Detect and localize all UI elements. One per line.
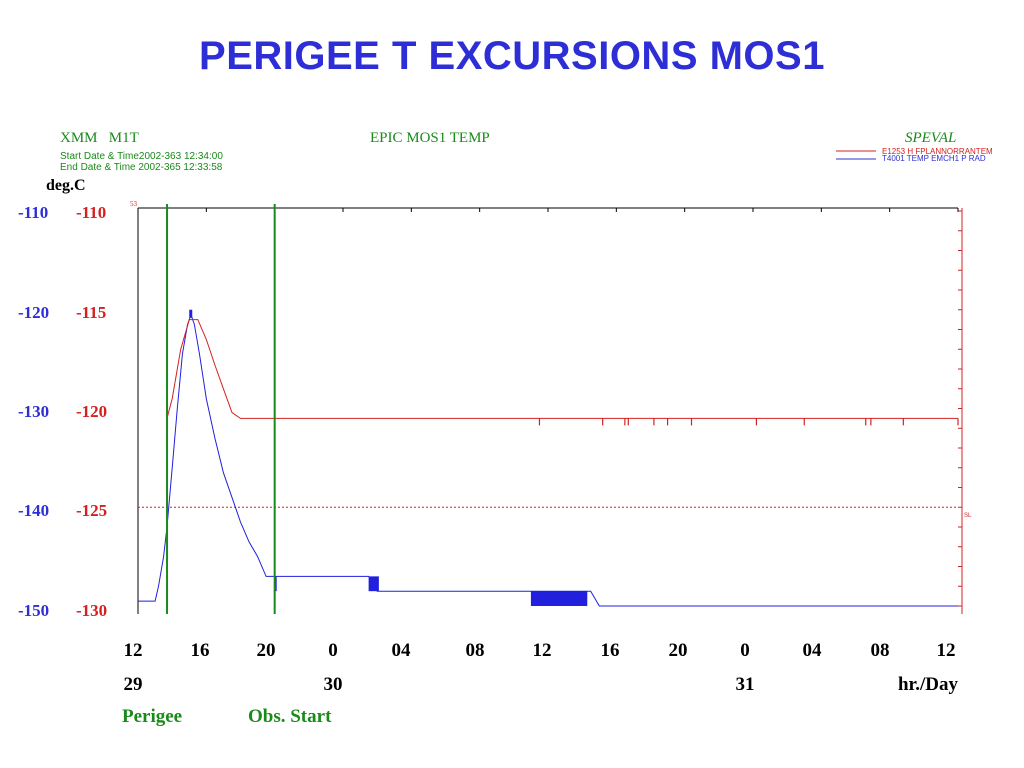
y-tick-label-red: -110 <box>76 203 106 222</box>
series-blue-block <box>189 309 193 318</box>
x-tick-label: 20 <box>257 640 276 661</box>
plot-center-title: EPIC MOS1 TEMP <box>370 130 490 146</box>
series <box>138 309 959 607</box>
x-tick-label: 16 <box>191 640 210 661</box>
axis-labels: -110 -120 -130 -140 -150 -110 -115 -120 -125 -130… <box>18 203 958 727</box>
x-tick-label: 12 <box>937 640 956 661</box>
x-tick-label: 04 <box>803 640 823 661</box>
x-tick-label: 12 <box>124 640 143 661</box>
y-tick-label-red: -115 <box>76 303 106 322</box>
day-label: 31 <box>736 674 755 695</box>
x-tick-label: 0 <box>740 640 750 661</box>
slide-title: PERIGEE T EXCURSIONS MOS1 <box>199 34 825 78</box>
x-tick-label: 20 <box>669 640 688 661</box>
y-tick-label-blue: -120 <box>18 303 49 322</box>
x-tick-label: 12 <box>533 640 552 661</box>
y-tick-label-red: -125 <box>76 501 107 520</box>
small-top-label: 53 <box>130 200 138 208</box>
x-tick-label: 08 <box>871 640 890 661</box>
marker-label-1: Obs. Start <box>248 706 332 727</box>
series-red-line <box>166 319 958 419</box>
end-date-line: End Date & Time 2002-365 12:33:58 <box>60 162 223 173</box>
legend-blue-label: T4001 TEMP EMCH1 P RAD <box>882 154 986 163</box>
y-tick-label-blue: -130 <box>18 402 49 421</box>
legend-red-label: E1253 H FPLANNORRANTEM <box>882 147 993 156</box>
unit-label: deg.C <box>46 177 86 194</box>
y-tick-label-red: -120 <box>76 402 107 421</box>
day-label: 29 <box>124 674 143 695</box>
marker-label-0: Perigee <box>122 706 182 727</box>
x-tick-label: 08 <box>466 640 485 661</box>
series-blue-line <box>138 313 958 607</box>
y-tick-label-blue: -110 <box>18 203 48 222</box>
x-tick-label: 16 <box>601 640 620 661</box>
small-right-label: SL <box>964 513 972 519</box>
y-tick-label-blue: -150 <box>18 601 49 620</box>
y-tick-label-red: -130 <box>76 601 107 620</box>
start-date-line: Start Date & Time2002-363 12:34:00 <box>60 151 223 162</box>
plot-right-title: SPEVAL <box>905 130 956 146</box>
y-tick-label-blue: -140 <box>18 501 49 520</box>
series-blue-block <box>530 591 588 606</box>
x-axis-label: hr./Day <box>898 674 959 695</box>
series-blue-block <box>368 576 379 592</box>
x-tick-label: 04 <box>392 640 412 661</box>
plot-left-title: XMM M1T <box>60 130 139 146</box>
markers <box>166 204 276 614</box>
x-tick-label: 0 <box>328 640 338 661</box>
day-label: 30 <box>324 674 343 695</box>
tick-marks <box>137 208 962 607</box>
